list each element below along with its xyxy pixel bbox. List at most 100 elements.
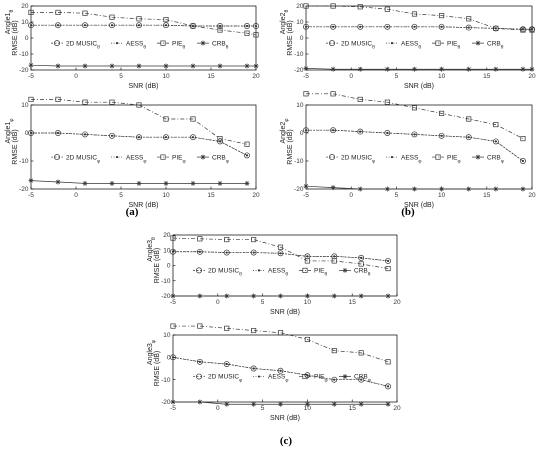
data-point-square <box>529 27 535 33</box>
legend-marker-dot <box>390 155 394 159</box>
data-point-square <box>224 237 230 243</box>
legend-label: CRBθ <box>354 268 371 278</box>
data-point-circle <box>357 128 364 135</box>
data-point-square <box>277 244 284 250</box>
data-point-square <box>190 23 196 29</box>
x-tick-label: 15 <box>483 73 491 80</box>
data-point-square <box>28 96 34 102</box>
data-point-square <box>217 136 223 142</box>
y-axis-label-angle: Angle2θ <box>280 9 290 34</box>
y-tick-label: -10 <box>161 278 171 285</box>
legend-label: PIEθ <box>172 40 185 50</box>
x-tick-label: -5 <box>303 192 309 199</box>
legend-label: 2D MUSICφ <box>341 154 375 164</box>
chart-b1: -5 0 5 10 15 20 -20 -10 0 10 20 SNR (dB) Angle2θRMSE… <box>280 3 536 90</box>
data-point-star <box>197 399 203 405</box>
data-point-square <box>439 110 445 116</box>
data-point-square <box>163 116 169 122</box>
legend-item: AESSθ <box>253 268 288 277</box>
data-point-star <box>190 180 196 186</box>
data-point-star <box>224 401 230 407</box>
x-tick-label: 0 <box>74 73 78 80</box>
data-point-circle <box>330 127 337 134</box>
data-point-square <box>136 16 142 22</box>
y-tick-label: 10 <box>296 102 304 109</box>
legend-label: AESSφ <box>126 154 146 164</box>
y-tick-label: -20 <box>161 399 171 406</box>
data-point-star <box>82 180 88 186</box>
data-point-square <box>170 323 176 329</box>
plot-frame <box>305 104 533 190</box>
data-point-square <box>385 359 391 365</box>
legend-label: CRBθ <box>487 40 504 50</box>
data-point-dot <box>386 259 390 263</box>
data-point-star <box>217 63 223 69</box>
data-point-square <box>217 27 223 33</box>
data-point-dot <box>467 26 470 29</box>
data-point-star <box>303 183 309 189</box>
data-point-star <box>358 401 364 407</box>
data-point-circle <box>217 23 223 29</box>
data-point-star <box>529 66 535 72</box>
data-point-square <box>358 350 364 356</box>
data-point-square <box>244 141 250 147</box>
y-tick-label: -20 <box>294 186 304 193</box>
legend-marker-square <box>302 373 308 380</box>
data-point-dot <box>225 251 228 254</box>
data-point-dot <box>29 24 33 27</box>
plot-frame <box>30 104 257 190</box>
data-point-star <box>190 63 196 69</box>
legend-item: PIEθ <box>432 40 460 50</box>
data-point-square <box>197 236 203 242</box>
data-point-square <box>439 13 445 19</box>
data-point-star <box>493 186 499 192</box>
legend-item: AESSφ <box>253 374 288 383</box>
data-point-square <box>55 9 61 15</box>
series-line-square <box>172 237 389 269</box>
caption-a: (a) <box>126 206 139 218</box>
data-point-star <box>384 66 390 72</box>
data-point-square <box>244 30 250 36</box>
data-point-star <box>251 401 257 407</box>
x-tick-label: 15 <box>207 192 215 199</box>
data-point-circle <box>223 361 230 367</box>
data-point-square <box>384 6 390 12</box>
data-point-circle <box>253 23 259 29</box>
data-point-square <box>466 116 472 122</box>
x-axis-label: SNR (dB) <box>129 202 159 209</box>
y-axis-label-rmse: RMSE (dB) <box>154 351 161 386</box>
legend-label: PIEθ <box>447 40 460 50</box>
data-point-square <box>251 327 257 334</box>
data-point-square <box>28 9 34 15</box>
y-axis-label-angle: Angle3φ <box>147 339 157 365</box>
data-point-star <box>109 63 115 69</box>
x-tick-label: -5 <box>28 73 34 80</box>
data-point-dot <box>254 24 258 28</box>
x-tick-label: 0 <box>216 299 220 306</box>
x-tick-label: -5 <box>28 192 34 199</box>
data-point-square <box>493 25 499 31</box>
data-point-dot <box>333 378 336 381</box>
legend-marker-square <box>302 267 308 273</box>
data-point-dot <box>137 136 141 139</box>
series-line-square <box>173 325 389 363</box>
y-tick-label: 0 <box>300 35 304 42</box>
data-point-circle <box>82 22 88 29</box>
legend-label: AESSφ <box>401 154 421 164</box>
legend-marker-square <box>160 154 166 160</box>
legend-label: PIEφ <box>314 374 328 384</box>
x-tick-label: 15 <box>483 192 491 199</box>
y-tick-label: -20 <box>294 67 304 74</box>
data-point-square <box>520 136 526 142</box>
x-tick-label: 20 <box>252 192 260 199</box>
y-tick-label: 20 <box>21 3 29 10</box>
x-tick-label: 10 <box>162 73 170 80</box>
data-point-dot <box>252 251 255 254</box>
data-point-dot <box>413 25 416 28</box>
y-axis-label-rmse: RMSE (dB) <box>154 248 161 283</box>
data-point-dot <box>359 130 362 133</box>
data-point-star <box>330 185 336 191</box>
data-point-circle <box>492 138 499 145</box>
